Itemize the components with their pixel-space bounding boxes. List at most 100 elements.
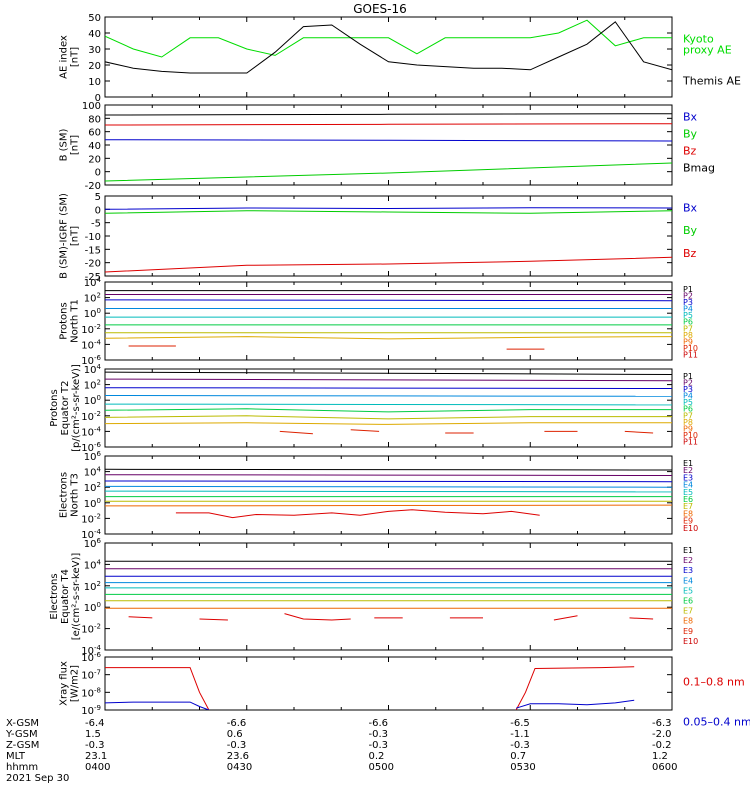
series-line (515, 699, 635, 709)
y-tick-label: 100 (84, 394, 101, 407)
series-line (105, 113, 672, 116)
y-tick-label: 102 (84, 292, 101, 305)
panel-2: -20 0 20 40 60 80 100 B (SM) [nT] Bx By Bz Bmag (59, 101, 716, 192)
y-axis-label: Equator T4 (60, 569, 71, 624)
legend-label: P7 (683, 324, 693, 333)
legend-label: P8 (683, 331, 693, 340)
footer-value: -6.6 (369, 718, 389, 729)
legend-label: P5 (683, 311, 693, 320)
legend-label: E3 (683, 566, 693, 575)
y-tick-label: 104 (84, 558, 102, 571)
legend-label: E2 (683, 466, 693, 475)
legend-label: E5 (683, 488, 693, 497)
legend-label: 0.05–0.4 nm (683, 716, 750, 729)
y-tick-label: 10-9 (81, 704, 101, 717)
series-line (350, 429, 380, 432)
series-line (105, 299, 672, 302)
legend-label: P8 (683, 418, 693, 427)
legend-label: P3 (683, 385, 693, 394)
footer-value: -1.1 (510, 729, 530, 740)
y-tick-label: 100 (84, 497, 101, 510)
series-line (105, 395, 672, 397)
y-axis-label: North T1 (70, 299, 81, 343)
series-line (105, 504, 672, 507)
legend-label: P2 (683, 292, 693, 301)
y-axis-label: B (SM) (59, 128, 70, 161)
legend-label: proxy AE (683, 44, 732, 57)
y-tick-label: 5 (95, 192, 101, 203)
plot-frame (104, 281, 673, 361)
y-tick-label: 10-2 (81, 623, 101, 636)
y-tick-label: -5 (91, 219, 101, 230)
legend-label: P1 (683, 372, 693, 381)
y-tick-label: 104 (84, 466, 102, 479)
y-tick-label: 10-7 (81, 669, 101, 682)
legend-label: E1 (683, 546, 693, 555)
series-line (128, 616, 153, 619)
legend-label: E4 (683, 481, 693, 490)
legend-label: Themis AE (682, 75, 741, 88)
footer-row-label: Z-GSM (6, 740, 39, 751)
series-line (629, 617, 654, 620)
panel-3: -25 -20 -15 -10 -5 0 5 B (SM)-IGRF (SM) [nT] Bx By… (59, 192, 698, 283)
y-tick-label: -20 (85, 259, 101, 270)
legend-label: E8 (683, 617, 693, 626)
series-line (105, 485, 672, 488)
y-tick-label: 60 (88, 128, 101, 139)
series-line (553, 615, 578, 621)
footer-value: -6.3 (652, 718, 672, 729)
y-tick-label: 20 (88, 154, 101, 165)
y-axis-label: Electrons (59, 472, 70, 518)
y-axis-label: Protons (59, 302, 70, 339)
series-line (105, 210, 672, 214)
footer-value: -0.3 (369, 729, 389, 740)
footer-value: -0.3 (510, 740, 530, 751)
footer-value: 0600 (652, 762, 677, 773)
series-line (105, 474, 672, 476)
footer-value: 0.6 (227, 729, 243, 740)
y-tick-label: 104 (84, 363, 102, 376)
y-tick-label: 10-4 (81, 425, 101, 438)
legend-label: E7 (683, 607, 693, 616)
footer-value: -0.3 (227, 740, 247, 751)
series-line (105, 336, 672, 340)
y-tick-label: 100 (84, 307, 101, 320)
y-tick-label: 102 (84, 379, 101, 392)
series-line (105, 21, 672, 74)
y-tick-label: -15 (85, 245, 101, 256)
y-axis-label: [p/(cm²-s-sr-keV)] (71, 364, 82, 452)
y-tick-label: 104 (84, 276, 102, 289)
y-axis-label: Protons (49, 389, 60, 426)
y-axis-label: North T3 (70, 473, 81, 517)
y-tick-label: 102 (84, 580, 101, 593)
legend-label: P9 (683, 424, 693, 433)
series-line (105, 123, 672, 126)
series-line (105, 207, 672, 210)
footer-value: 23.1 (85, 751, 107, 762)
y-tick-label: 0 (95, 93, 101, 104)
legend-label: E1 (683, 459, 693, 468)
legend-label: E6 (683, 597, 693, 606)
legend-label: E4 (683, 576, 693, 585)
footer-row-label: hhmm (6, 762, 38, 773)
footer-value: 0.7 (510, 751, 526, 762)
legend-label: E10 (683, 637, 698, 646)
y-axis-label: AE index (59, 35, 70, 79)
y-tick-label: 106 (84, 537, 102, 550)
y-tick-label: -25 (85, 272, 101, 283)
legend-label: E5 (683, 586, 693, 595)
legend-label: E2 (683, 556, 693, 565)
y-tick-label: 10-2 (81, 410, 101, 423)
y-tick-label: 100 (82, 101, 101, 112)
y-tick-label: 102 (84, 481, 101, 494)
series-line (105, 139, 672, 142)
legend-label: P9 (683, 337, 693, 346)
footer-value: 1.5 (85, 729, 101, 740)
legend-label: P10 (683, 431, 698, 440)
legend-label: P4 (683, 392, 693, 401)
y-axis-label: Electrons (49, 573, 60, 619)
series-line (105, 480, 672, 483)
